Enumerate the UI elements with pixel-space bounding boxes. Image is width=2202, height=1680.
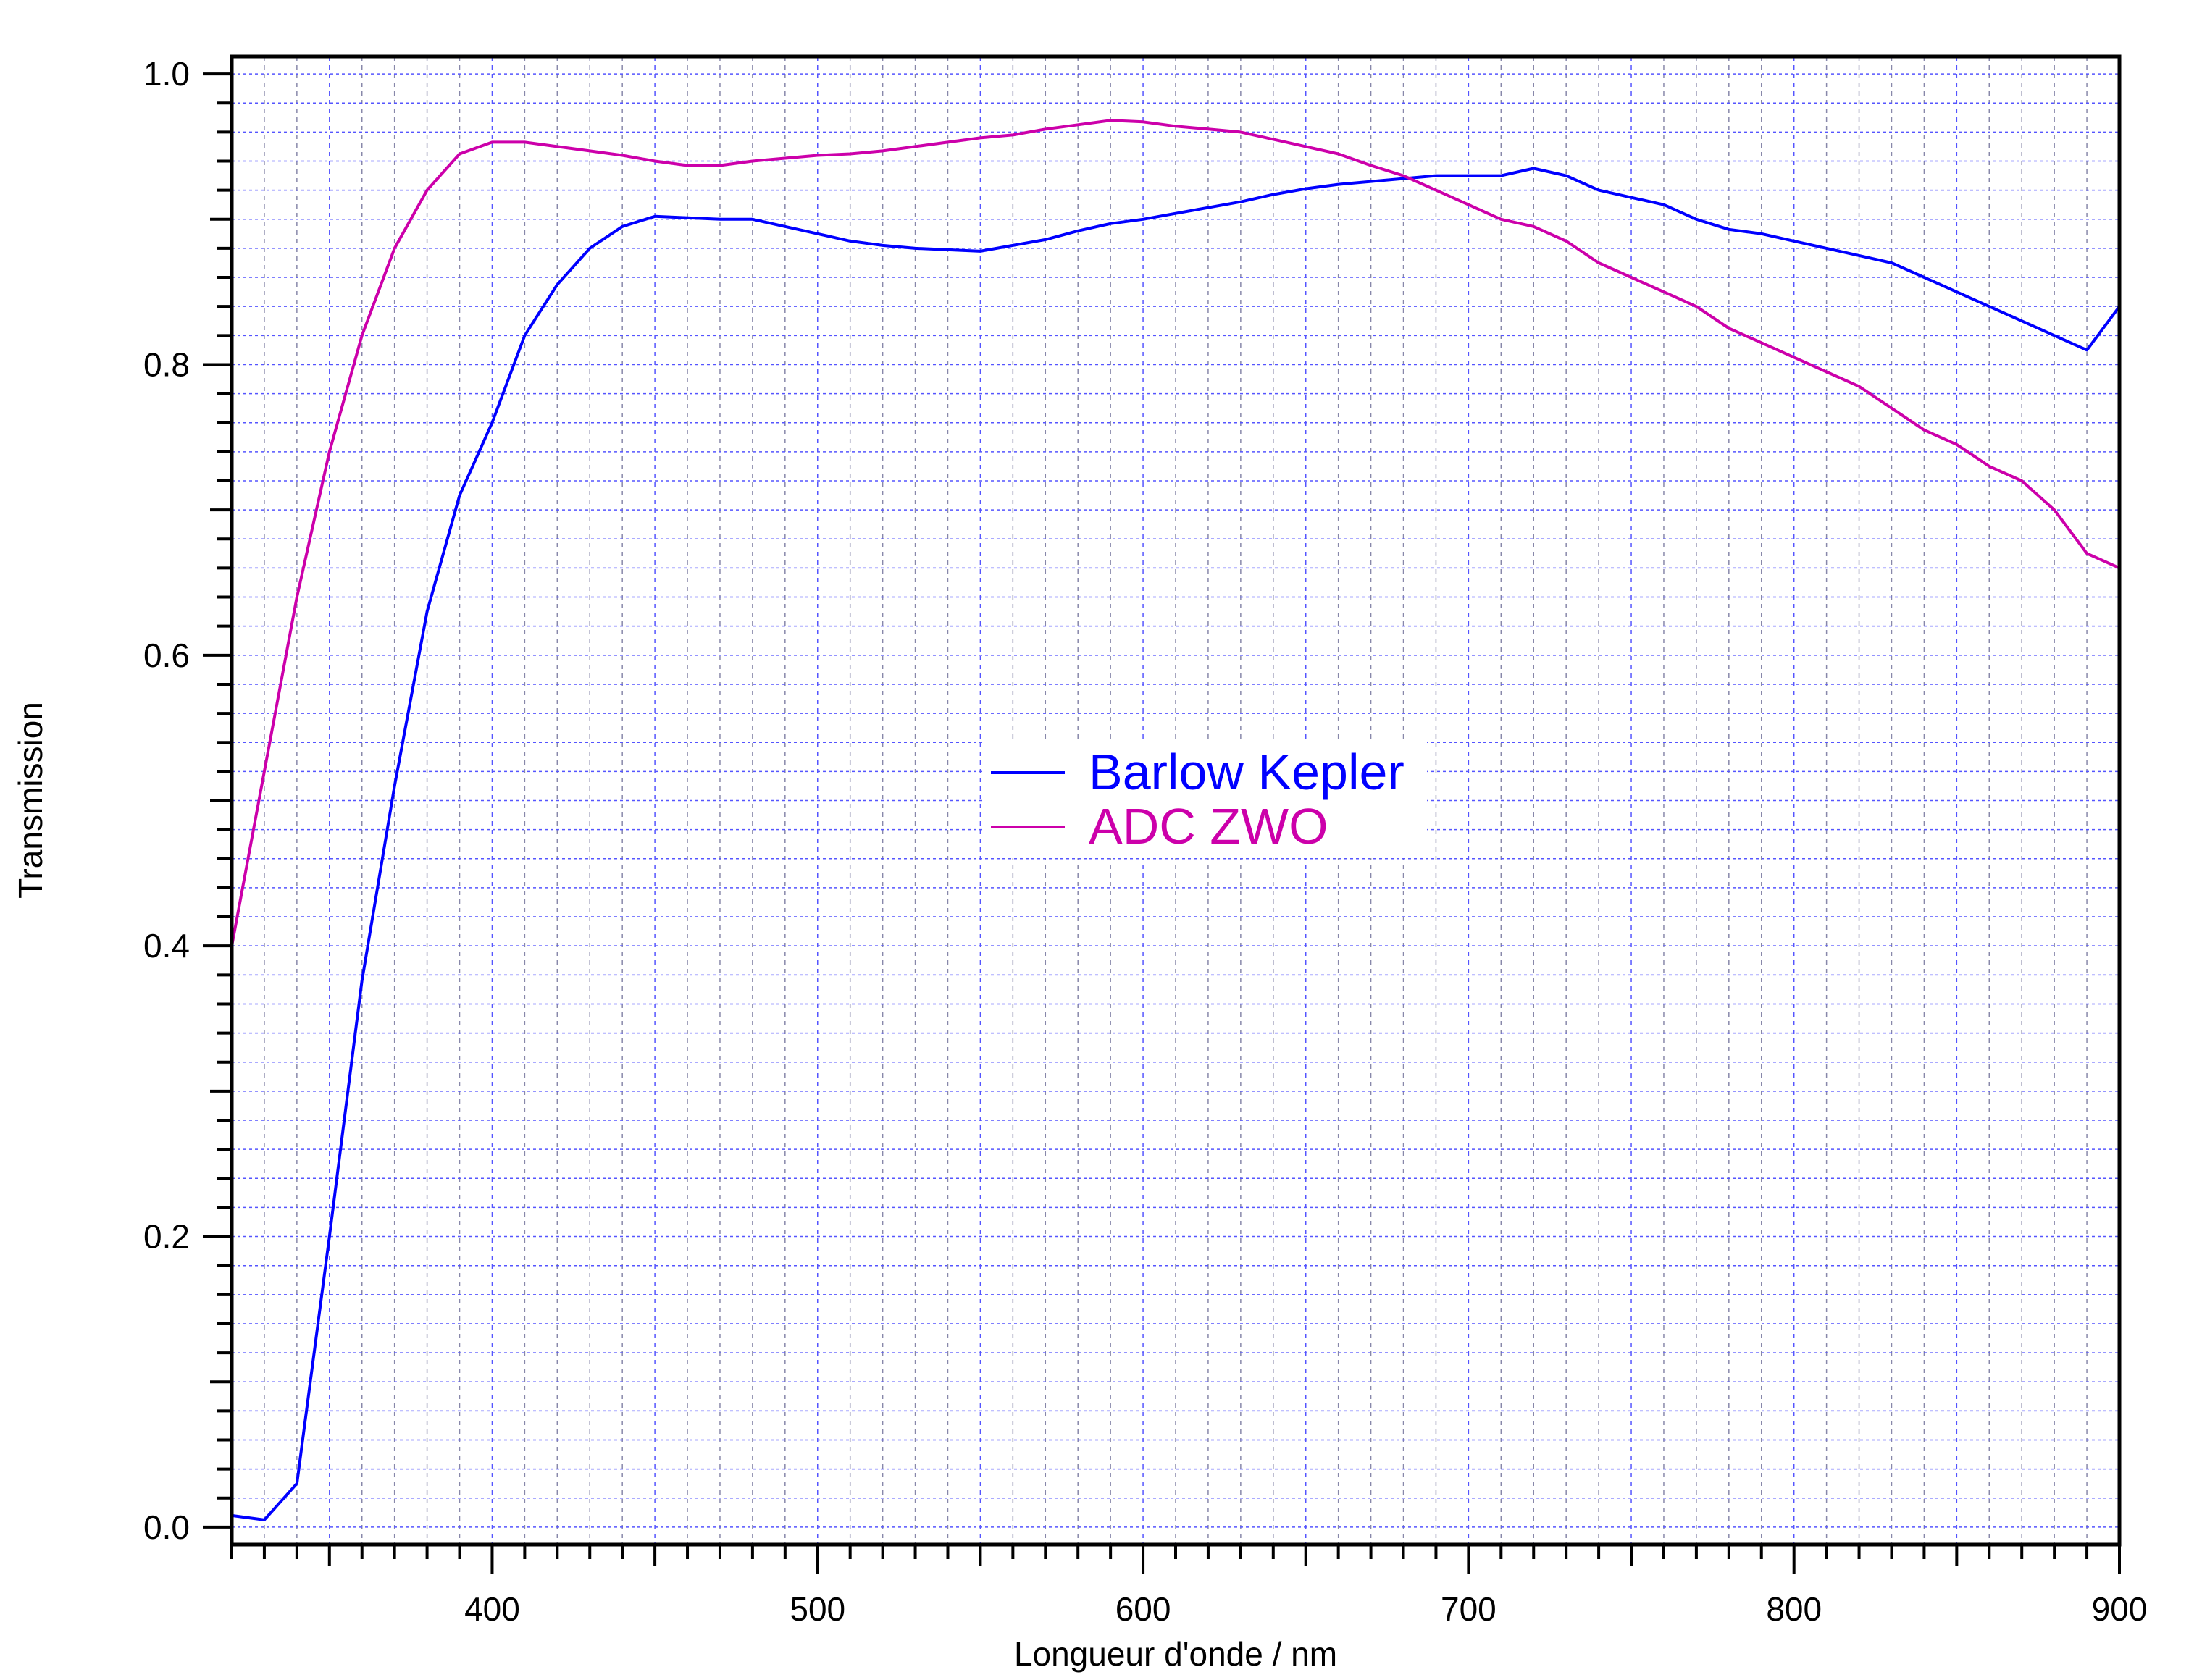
x-tick-label: 600: [1115, 1590, 1171, 1628]
x-tick-label: 800: [1766, 1590, 1822, 1628]
series-line-barlow-kepler: [231, 167, 2121, 1521]
y-tick-label: 1.0: [143, 55, 190, 93]
series-line-adc-zwo: [230, 119, 2120, 946]
y-tick-label: 0.0: [143, 1508, 190, 1546]
x-tick-label: 400: [464, 1590, 520, 1628]
x-tick-label: 900: [2092, 1590, 2148, 1628]
legend-box: [985, 739, 1427, 858]
x-axis-title: Longueur d'onde / nm: [1014, 1635, 1337, 1673]
legend-label-adc-zwo: ADC ZWO: [1089, 798, 1328, 854]
series-lines: [230, 119, 2121, 1521]
axis-ticks: 400 500 600 700 800 900 0.0 0.2 0.4 0.6 0.8 1.0: [143, 55, 2147, 1628]
legend: Barlow Kepler ADC ZWO: [985, 739, 1427, 858]
y-tick-label: 0.2: [143, 1218, 190, 1256]
legend-label-barlow-kepler: Barlow Kepler: [1089, 744, 1404, 800]
y-tick-label: 0.4: [143, 927, 190, 965]
y-tick-label: 0.6: [143, 637, 190, 674]
grid: [232, 56, 2119, 1545]
x-tick-label: 500: [790, 1590, 845, 1628]
y-axis-title: Transmission: [12, 702, 49, 899]
y-tick-label: 0.8: [143, 345, 190, 383]
x-tick-label: 700: [1441, 1590, 1496, 1628]
